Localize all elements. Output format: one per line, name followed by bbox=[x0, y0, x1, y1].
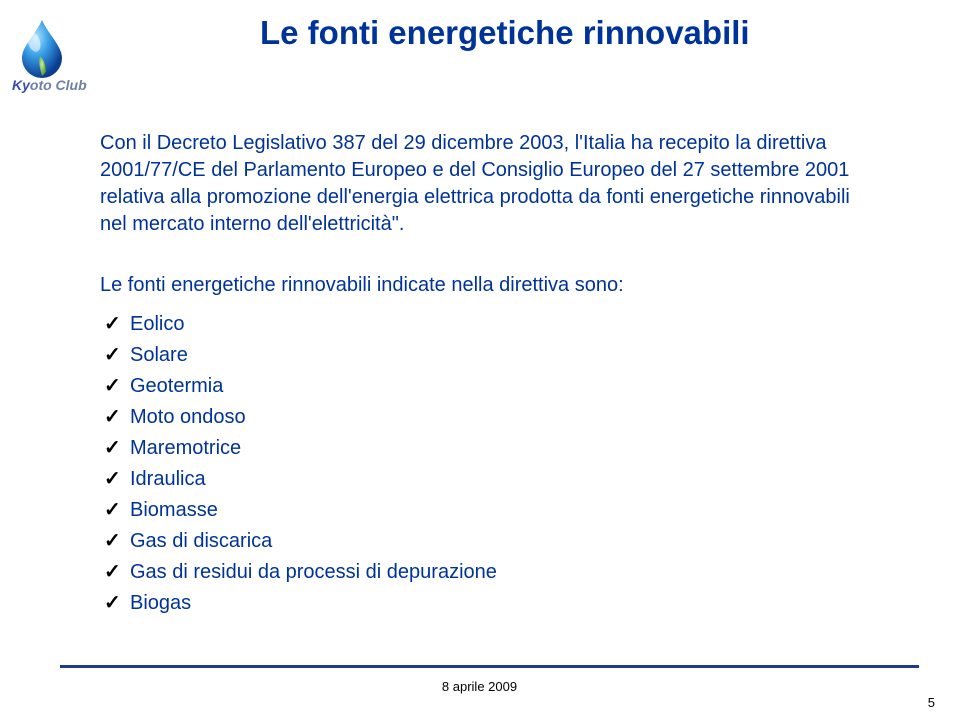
footer-date: 8 aprile 2009 bbox=[0, 679, 959, 694]
list-item: Geotermia bbox=[104, 373, 860, 400]
brand-part1: Ky bbox=[12, 77, 30, 93]
list-item: Moto ondoso bbox=[104, 404, 860, 431]
brand-part2: oto Club bbox=[30, 77, 87, 93]
list-item: Gas di discarica bbox=[104, 528, 860, 555]
brand-text: Kyoto Club bbox=[12, 77, 120, 93]
list-item: Solare bbox=[104, 342, 860, 369]
page-number: 5 bbox=[928, 695, 935, 710]
list-item: Eolico bbox=[104, 311, 860, 338]
list-item: Biogas bbox=[104, 590, 860, 617]
list-item: Idraulica bbox=[104, 466, 860, 493]
paragraph-list-intro: Le fonti energetiche rinnovabili indicat… bbox=[100, 272, 860, 299]
list-item: Maremotrice bbox=[104, 435, 860, 462]
paragraph-intro: Con il Decreto Legislativo 387 del 29 di… bbox=[100, 130, 860, 238]
list-item: Gas di residui da processi di depurazion… bbox=[104, 559, 860, 586]
page-title: Le fonti energetiche rinnovabili bbox=[260, 14, 750, 52]
droplet-icon bbox=[16, 18, 68, 78]
content: Con il Decreto Legislativo 387 del 29 di… bbox=[100, 130, 860, 621]
list-item: Biomasse bbox=[104, 497, 860, 524]
logo: Kyoto Club bbox=[10, 18, 120, 93]
footer-divider bbox=[60, 665, 919, 668]
sources-list: Eolico Solare Geotermia Moto ondoso Mare… bbox=[100, 311, 860, 617]
slide: Kyoto Club Le fonti energetiche rinnovab… bbox=[0, 0, 959, 718]
